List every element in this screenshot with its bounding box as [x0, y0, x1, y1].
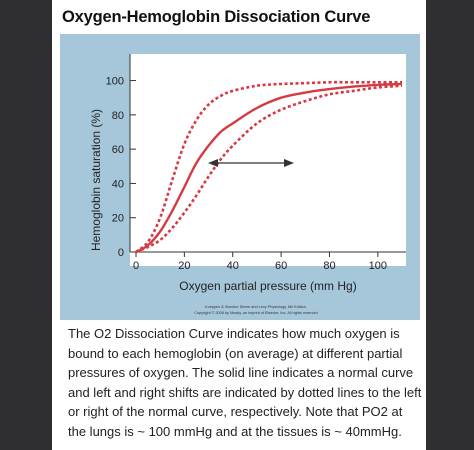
x-tick-label: 40 — [227, 260, 239, 272]
credit-line-1: Koeppen & Stanton: Berne and Levy Physio… — [205, 305, 307, 309]
caption-line: bound to each hemoglobin (on average) at… — [68, 345, 403, 361]
caption-line: the lungs is ~ 100 mmHg and at the tissu… — [68, 423, 402, 439]
caption-line: and left and right shifts are indicated … — [68, 384, 422, 400]
chart-figure: 0 20 40 60 80 100 0 20 40 60 80 100 Oxygen partial … — [60, 34, 420, 320]
y-tick-label: 0 — [118, 247, 124, 259]
caption-line: pressures of oxygen. The solid line indi… — [68, 365, 414, 380]
caption-line: or right of the normal curve, respective… — [68, 404, 403, 419]
x-tick-label: 80 — [323, 260, 335, 272]
y-tick-label: 80 — [112, 110, 124, 122]
y-tick-label: 100 — [106, 76, 124, 88]
x-tick-label: 0 — [133, 260, 139, 272]
left-shift-curve-line — [135, 80, 402, 254]
x-tick-label: 100 — [369, 260, 387, 272]
shift-arrow-icon — [208, 159, 294, 167]
x-tick-label: 20 — [178, 260, 190, 272]
page-title: Oxygen-Hemoglobin Dissociation Curve — [62, 8, 371, 26]
y-tick-label: 20 — [112, 213, 124, 225]
x-tick-label: 60 — [275, 260, 287, 272]
y-tick-label: 40 — [112, 178, 124, 190]
right-shift-curve-line — [135, 84, 403, 254]
caption-line: The O2 Dissociation Curve indicates how … — [68, 326, 400, 341]
caption: The O2 Dissociation Curve indicates how … — [68, 324, 422, 441]
y-tick-label: 60 — [112, 144, 124, 156]
dissociation-chart: 0 20 40 60 80 100 0 20 40 60 80 100 Oxygen partial … — [89, 54, 406, 293]
x-axis-label: Oxygen partial pressure (mm Hg) — [179, 279, 356, 293]
credit-line-2: Copyright © 2008 by Mosby, an imprint of… — [194, 311, 318, 315]
y-axis-label: Hemoglobin saturation (%) — [89, 109, 103, 251]
normal-curve-line — [135, 82, 403, 254]
content-card: Oxygen-Hemoglobin Dissociation Curve 0 20… — [52, 0, 426, 450]
